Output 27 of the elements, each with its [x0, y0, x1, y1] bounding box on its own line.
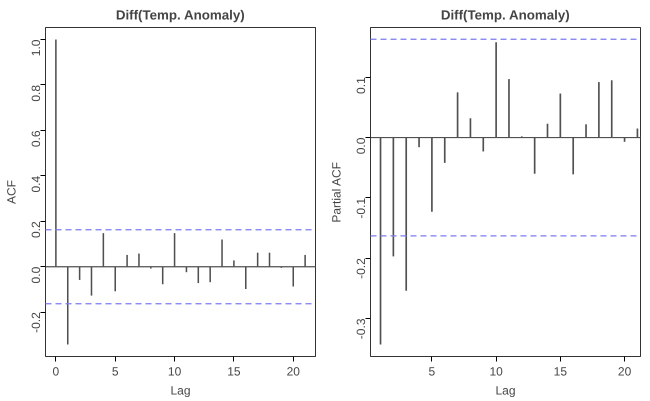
- y-tick-label: 0.0: [29, 266, 43, 284]
- x-tick-label: 5: [428, 364, 436, 378]
- y-tick-label: 0.0: [354, 137, 368, 154]
- x-tick-label: 5: [112, 364, 119, 378]
- x-tick-label: 10: [489, 364, 504, 378]
- x-tick-label: 20: [618, 364, 632, 378]
- x-tick-label: 10: [168, 364, 182, 378]
- chart-title: Diff(Temp. Anomaly): [116, 8, 245, 22]
- y-tick-label: -0.3: [354, 318, 368, 340]
- y-tick-label: 0.6: [29, 130, 43, 148]
- x-tick-label: 15: [227, 364, 241, 378]
- y-tick-label: -0.1: [354, 198, 368, 219]
- y-axis-title: ACF: [4, 180, 18, 204]
- y-tick-label: 0.2: [29, 220, 43, 238]
- y-tick-label: 0.1: [354, 76, 368, 94]
- chart-title: Diff(Temp. Anomaly): [440, 8, 570, 22]
- y-axis-title: Partial ACF: [330, 162, 344, 223]
- x-axis-title: Lag: [170, 384, 191, 398]
- x-axis-title: Lag: [495, 384, 516, 398]
- x-tick-label: 20: [286, 364, 300, 378]
- y-tick-label: 1.0: [29, 39, 43, 56]
- y-tick-label: 0.4: [29, 176, 43, 193]
- x-tick-label: 0: [52, 364, 60, 378]
- y-tick-label: -0.2: [354, 258, 368, 279]
- y-tick-label: 0.8: [29, 84, 43, 102]
- x-tick-label: 15: [554, 364, 568, 378]
- y-tick-label: -0.2: [29, 312, 43, 333]
